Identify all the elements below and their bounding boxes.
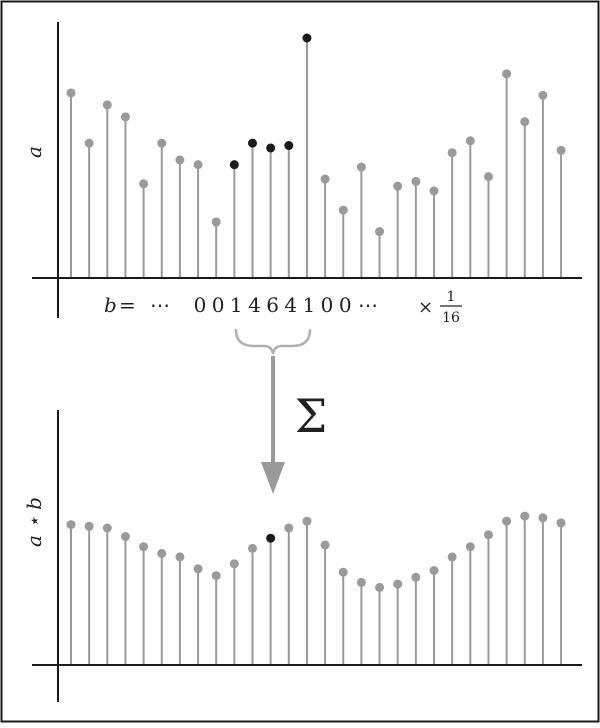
bottom-stem-point [447, 552, 457, 562]
bottom-stem-point [175, 552, 185, 562]
kernel-fraction-numerator: 1 [447, 289, 456, 305]
top-stem-point [375, 227, 385, 237]
top-stem-point [320, 174, 330, 184]
kernel-digit: 0 [339, 293, 352, 317]
top-stem-point [520, 117, 530, 127]
bottom-stem-point [84, 521, 94, 531]
bottom-y-label: a ⋆ b [22, 497, 46, 547]
bottom-stem-point [520, 511, 530, 521]
top-stem-point [102, 100, 112, 110]
kernel-digit: 0 [321, 293, 334, 317]
top-stem-point [193, 160, 203, 170]
top-stem-point [356, 162, 366, 172]
top-stem-point [483, 172, 493, 182]
bottom-stem-point [248, 543, 257, 553]
top-stem-point [338, 205, 348, 215]
top-stem-point [211, 217, 221, 227]
bottom-stem-point [102, 523, 112, 533]
bottom-stem-point [338, 567, 348, 577]
kernel-digit: 1 [230, 293, 243, 317]
kernel-digit: 6 [266, 293, 279, 317]
bottom-stem-point [556, 518, 566, 528]
top-stem-point [84, 138, 94, 148]
bottom-plot: a ⋆ b [22, 410, 582, 702]
bottom-stem-point [139, 542, 149, 552]
summation-connector: Σ [234, 328, 328, 494]
bottom-stem-point [393, 579, 403, 589]
kernel-digit: 4 [284, 293, 297, 317]
bottom-stem-point [375, 583, 385, 592]
top-stem-point [502, 69, 512, 79]
kernel-digit: 1 [303, 293, 316, 317]
kernel-digit: 0 [194, 293, 207, 317]
top-stems [66, 33, 566, 277]
bottom-stem-point [284, 523, 294, 533]
bottom-stem-point-highlight [266, 533, 276, 543]
top-stem-point-highlight [284, 141, 294, 151]
kernel-variable: b [104, 293, 117, 317]
top-stem-point [465, 136, 475, 146]
bottom-stem-point [120, 532, 130, 541]
bottom-stem-point [229, 559, 239, 569]
bottom-stem-point [320, 540, 330, 550]
brace-icon [234, 328, 312, 355]
bottom-stem-point [502, 516, 512, 526]
bottom-stem-point [429, 566, 439, 575]
kernel-digit: 0 [212, 293, 225, 317]
top-stem-point-highlight [266, 143, 276, 153]
down-arrow-icon [261, 462, 285, 494]
top-stem-point-highlight [229, 160, 239, 170]
bottom-stem-point [411, 572, 421, 582]
top-stem-point [175, 155, 185, 165]
top-stem-point [120, 112, 130, 122]
bottom-stem-point [302, 516, 312, 526]
bottom-stem-point [356, 577, 366, 587]
kernel-digit: 4 [248, 293, 261, 317]
kernel-times: × [418, 297, 433, 318]
top-stem-point [556, 145, 566, 155]
kernel-ellipsis-right: ⋯ [358, 293, 378, 317]
top-stem-point [538, 90, 548, 100]
summation-symbol: Σ [295, 389, 328, 443]
bottom-stem-point [193, 564, 203, 574]
top-stem-point [393, 181, 403, 191]
top-stem-point [411, 176, 421, 186]
kernel-ellipsis-left: ⋯ [150, 293, 170, 317]
bottom-stem-point [211, 571, 221, 581]
bottom-stems [66, 511, 566, 664]
bottom-stem-point [538, 513, 548, 523]
kernel-equals: = [119, 293, 136, 317]
top-stem-point [429, 186, 439, 196]
bottom-stem-point [483, 530, 493, 540]
top-stem-point [66, 88, 76, 98]
bottom-stem-point [157, 549, 167, 558]
kernel-fraction-denominator: 16 [442, 310, 460, 326]
bottom-stem-point [66, 520, 76, 530]
top-stem-point [447, 148, 457, 158]
bottom-stem-point [465, 542, 475, 552]
top-stem-point [157, 138, 167, 148]
top-plot: a [22, 22, 582, 318]
top-y-label: a [22, 146, 46, 158]
top-stem-point [139, 179, 149, 189]
top-stem-point-highlight [302, 33, 312, 43]
top-stem-point-highlight [248, 138, 257, 148]
